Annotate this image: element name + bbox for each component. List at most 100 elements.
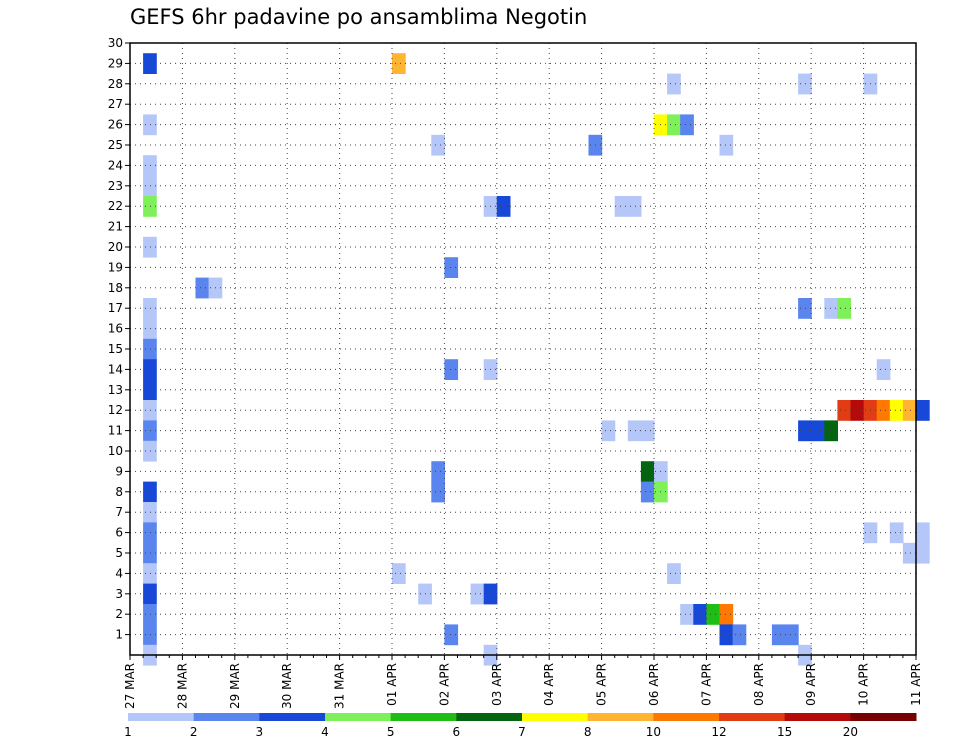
y-tick-label-7: 7 xyxy=(115,505,123,519)
data-cell-32 xyxy=(444,359,459,380)
data-cell-52 xyxy=(680,114,694,136)
y-tick-label-21: 21 xyxy=(108,220,123,234)
data-cell-83 xyxy=(916,522,930,544)
legend-swatch-2 xyxy=(259,713,326,721)
legend-swatch-8 xyxy=(653,713,720,721)
x-tick-label-5: 01 APR xyxy=(385,663,399,706)
data-cell-15 xyxy=(143,502,157,523)
data-cell-3 xyxy=(143,175,157,197)
y-tick-label-25: 25 xyxy=(108,138,123,152)
data-cell-51 xyxy=(667,114,681,136)
legend-swatch-4 xyxy=(390,713,457,721)
data-cell-37 xyxy=(470,583,485,605)
data-cell-6 xyxy=(143,298,157,319)
data-cell-76 xyxy=(889,400,904,421)
x-tick-label-0: 27 MAR xyxy=(123,663,137,709)
legend-swatch-9 xyxy=(719,713,786,721)
legend-label-12: 12 xyxy=(711,725,726,739)
data-cell-72 xyxy=(837,400,852,421)
data-cell-85 xyxy=(916,542,930,564)
data-cell-65 xyxy=(798,73,812,95)
x-tick-label-8: 04 APR xyxy=(542,663,556,706)
x-tick-label-1: 28 MAR xyxy=(175,663,189,709)
x-tick-label-11: 07 APR xyxy=(699,663,713,706)
data-cell-25 xyxy=(392,53,406,74)
cells-layer xyxy=(143,53,930,666)
x-tick-label-9: 05 APR xyxy=(595,663,609,706)
chart-title: GEFS 6hr padavine po ansamblima Negotin xyxy=(130,5,587,29)
y-tick-label-23: 23 xyxy=(108,179,123,193)
data-cell-84 xyxy=(902,542,917,564)
data-cell-46 xyxy=(640,461,655,482)
y-tick-label-22: 22 xyxy=(108,199,123,213)
legend-label-6: 6 xyxy=(453,725,461,739)
y-tick-label-30: 30 xyxy=(108,36,123,50)
legend-swatch-11 xyxy=(850,713,917,721)
data-cell-73 xyxy=(850,400,865,421)
y-tick-label-6: 6 xyxy=(115,526,123,540)
legend-label-8: 8 xyxy=(584,725,592,739)
data-cell-17 xyxy=(143,542,157,564)
data-cell-27 xyxy=(431,134,445,156)
data-cell-42 xyxy=(627,196,642,217)
y-tick-label-29: 29 xyxy=(108,56,123,70)
data-cell-11 xyxy=(143,400,157,421)
legend-label-4: 4 xyxy=(321,725,329,739)
data-cell-68 xyxy=(837,298,852,319)
y-tick-label-24: 24 xyxy=(108,158,123,172)
data-cell-35 xyxy=(496,196,511,217)
y-tick-label-20: 20 xyxy=(108,240,123,254)
data-cell-70 xyxy=(811,420,825,442)
data-cell-45 xyxy=(640,420,655,442)
legend-swatch-3 xyxy=(325,713,392,721)
data-cell-59 xyxy=(719,134,734,156)
data-cell-29 xyxy=(431,461,445,482)
legend-label-15: 15 xyxy=(777,725,792,739)
data-cell-62 xyxy=(771,624,786,646)
data-cell-16 xyxy=(143,522,157,544)
data-cell-14 xyxy=(143,481,157,503)
data-cell-19 xyxy=(143,583,157,605)
color-legend: 1 2 3 4 5 6 7 8 10 12 15 20 xyxy=(124,713,917,739)
data-cell-71 xyxy=(824,420,838,442)
legend-swatch-7 xyxy=(587,713,654,721)
x-tick-label-12: 08 APR xyxy=(752,663,766,706)
data-cell-82 xyxy=(889,522,904,544)
data-cell-20 xyxy=(143,604,157,625)
data-cell-43 xyxy=(601,420,616,442)
legend-label-10: 10 xyxy=(646,725,661,739)
data-cell-77 xyxy=(902,400,917,421)
y-tick-label-8: 8 xyxy=(115,485,123,499)
legend-swatch-0 xyxy=(128,713,195,721)
data-cell-7 xyxy=(143,318,157,340)
x-axis: 27 MAR 28 MAR 29 MAR 30 MAR 31 MAR 01 APR 02 A… xyxy=(123,655,923,709)
data-cell-80 xyxy=(876,359,891,380)
y-axis: 1234567891011121314151617181920212223242… xyxy=(108,36,130,642)
data-cell-78 xyxy=(916,400,930,421)
data-cell-31 xyxy=(444,257,459,278)
y-tick-label-18: 18 xyxy=(108,281,123,295)
data-cell-12 xyxy=(143,420,157,442)
y-tick-label-13: 13 xyxy=(108,383,123,397)
y-tick-label-16: 16 xyxy=(108,322,123,336)
legend-label-7: 7 xyxy=(518,725,526,739)
y-tick-label-10: 10 xyxy=(108,444,123,458)
legend-label-2: 2 xyxy=(190,725,198,739)
y-tick-label-5: 5 xyxy=(115,546,123,560)
data-cell-69 xyxy=(798,420,812,442)
y-tick-label-17: 17 xyxy=(108,301,123,315)
y-tick-label-2: 2 xyxy=(115,607,123,621)
data-cell-1 xyxy=(143,114,157,136)
y-tick-label-27: 27 xyxy=(108,97,123,111)
data-cell-2 xyxy=(143,155,157,176)
data-cell-23 xyxy=(195,277,210,299)
x-tick-label-15: 11 APR xyxy=(909,663,923,706)
legend-swatch-6 xyxy=(522,713,589,721)
data-cell-4 xyxy=(143,196,157,217)
data-cell-21 xyxy=(143,624,157,646)
grid-layer xyxy=(130,43,916,655)
legend-label-5: 5 xyxy=(387,725,395,739)
data-cell-66 xyxy=(798,298,812,319)
legend-swatch-10 xyxy=(784,713,851,721)
